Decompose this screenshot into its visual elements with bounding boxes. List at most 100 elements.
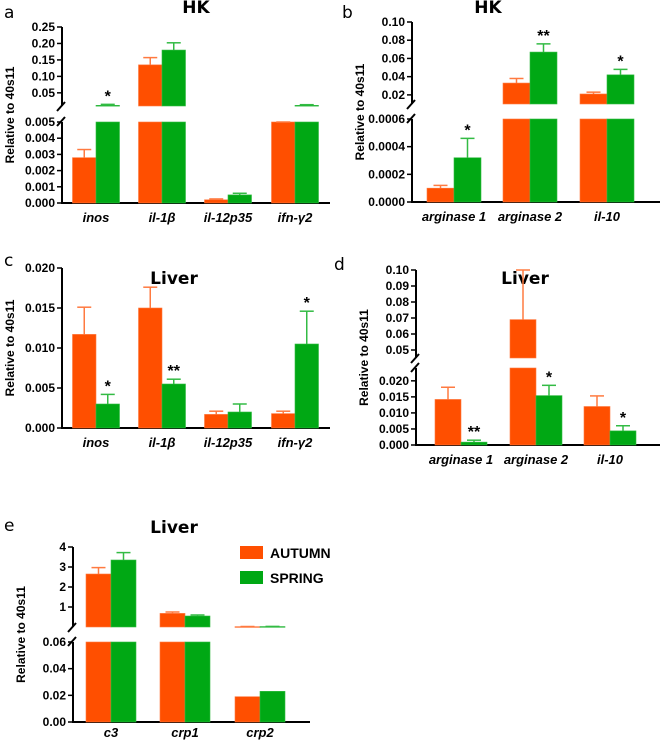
- y-tick-label: 2: [59, 580, 66, 594]
- y-tick-label: 0.001: [25, 180, 55, 194]
- x-category-label: arginase 1: [422, 209, 486, 224]
- panel-letter: b: [342, 3, 353, 23]
- bar-autumn-il-10: [583, 406, 611, 446]
- panel-letter: e: [4, 516, 14, 536]
- bar-spring-il-12p35: [227, 411, 252, 429]
- bar-spring-inos: [95, 105, 120, 107]
- bar-autumn-ifn-γ2: [271, 413, 296, 429]
- bar-spring-ifn-γ2: [294, 105, 319, 107]
- y-tick-label: 0.000: [379, 438, 409, 452]
- y-tick-label: 0.0000: [368, 195, 405, 209]
- bar-autumn-il-1β: [138, 64, 163, 107]
- significance-marker: **: [468, 424, 481, 441]
- y-tick-label: 0.005: [25, 115, 55, 129]
- bar-spring-inos: [95, 403, 120, 429]
- bar-autumn-inos: [72, 157, 97, 204]
- axis-break-mark: [406, 113, 416, 124]
- y-tick-label: 0.002: [25, 164, 55, 178]
- axis-break-mark: [410, 353, 420, 364]
- panel-e: e Liver Relative to 40s11 0.00 0.02 0.04 0.06 1…: [4, 516, 310, 740]
- x-category-label: il-12p35: [204, 435, 253, 450]
- bar-autumn-c3: [85, 641, 112, 723]
- y-tick-label: 1: [59, 600, 66, 614]
- bar-spring-arginase 2: [535, 395, 563, 446]
- bar-spring-crp2: [259, 691, 286, 723]
- axis-break-mark: [56, 101, 66, 112]
- y-tick-label: 0.005: [379, 422, 409, 436]
- y-tick-label: 0.020: [25, 261, 55, 275]
- panel-title: Liver: [150, 518, 198, 538]
- bar-autumn-il-1β: [138, 121, 163, 204]
- bar-autumn-c3: [85, 573, 112, 628]
- significance-marker: **: [168, 363, 181, 380]
- y-tick-label: 0.02: [382, 88, 406, 102]
- significance-marker: *: [304, 295, 311, 312]
- bar-autumn-crp1: [159, 641, 186, 723]
- y-tick-label: 0.010: [379, 406, 409, 420]
- significance-marker: *: [617, 53, 624, 70]
- y-tick-label: 0.02: [43, 688, 67, 702]
- bar-spring-ifn-γ2: [294, 343, 319, 429]
- panel-c: c Liver Relative to 40s11 0.000 0.005 0.010 0.…: [3, 251, 330, 450]
- y-tick-label: 0.020: [379, 374, 409, 388]
- bar-spring-il-10: [606, 118, 635, 203]
- axis-break-mark: [67, 622, 77, 633]
- y-tick-label: 0.04: [382, 70, 406, 84]
- bar-autumn-crp2: [234, 696, 261, 723]
- bar-spring-il-12p35: [227, 194, 252, 204]
- panel-a: a HK Relative to 40s11 0.000 0.001 0.002 0.003…: [3, 0, 330, 225]
- legend-swatch-spring: [240, 571, 263, 584]
- y-tick-label: 0.10: [382, 15, 406, 29]
- bar-spring-arginase 2: [529, 51, 558, 105]
- bar-autumn-arginase 2: [502, 118, 531, 203]
- bar-autumn-il-12p35: [204, 414, 229, 429]
- bar-spring-c3: [110, 641, 137, 723]
- y-tick-label: 0.003: [25, 147, 55, 161]
- panel-letter: a: [4, 3, 14, 23]
- x-category-label: crp2: [246, 725, 274, 740]
- x-category-label: inos: [83, 435, 110, 450]
- axis-break-mark: [410, 362, 420, 373]
- panel-title: Liver: [150, 269, 198, 289]
- x-category-label: crp1: [171, 725, 198, 740]
- y-tick-label: 3: [59, 560, 66, 574]
- bar-autumn-arginase 1: [426, 187, 455, 203]
- bar-spring-ifn-γ2: [294, 121, 319, 204]
- x-category-label: il-10: [597, 452, 624, 467]
- y-tick-label: 0.15: [32, 53, 56, 67]
- y-tick-label: 0.000: [25, 196, 55, 210]
- bar-spring-il-1β: [161, 49, 186, 107]
- bar-spring-c3: [110, 559, 137, 628]
- x-category-label: arginase 1: [429, 452, 493, 467]
- panel-title: Liver: [501, 269, 549, 289]
- bar-autumn-il-10: [579, 118, 608, 203]
- significance-marker: *: [546, 369, 553, 386]
- bar-spring-arginase 2: [529, 118, 558, 203]
- legend-label-spring: SPRING: [270, 570, 324, 586]
- y-tick-label: 0.0004: [368, 140, 405, 154]
- y-tick-label: 4: [59, 540, 66, 554]
- y-tick-label: 0.06: [386, 327, 410, 341]
- y-tick-label: 0.25: [32, 20, 56, 34]
- y-axis-label: Relative to 40s11: [14, 586, 28, 683]
- bar-spring-il-10: [606, 74, 635, 105]
- y-axis-label: Relative to 40s11: [353, 63, 367, 160]
- axis-break-mark: [56, 116, 66, 127]
- y-tick-label: 0.06: [43, 635, 67, 649]
- y-tick-label: 0.05: [32, 86, 56, 100]
- x-category-label: arginase 2: [498, 209, 563, 224]
- x-category-label: il-12p35: [204, 210, 253, 225]
- y-tick-label: 0.000: [25, 421, 55, 435]
- y-tick-label: 0.00: [43, 715, 67, 729]
- y-tick-label: 0.08: [382, 33, 406, 47]
- panel-d: d Liver Relative to 40s11 0.000 0.005 0.010 0.…: [334, 255, 660, 467]
- y-tick-label: 0.010: [25, 341, 55, 355]
- bar-spring-il-1β: [161, 383, 186, 429]
- x-category-label: il-10: [594, 209, 621, 224]
- y-tick-label: 0.06: [382, 51, 406, 65]
- bar-spring-crp1: [184, 641, 211, 723]
- y-tick-label: 0.07: [386, 311, 410, 325]
- x-category-label: ifn-γ2: [278, 435, 313, 450]
- bar-autumn-arginase 2: [509, 367, 537, 446]
